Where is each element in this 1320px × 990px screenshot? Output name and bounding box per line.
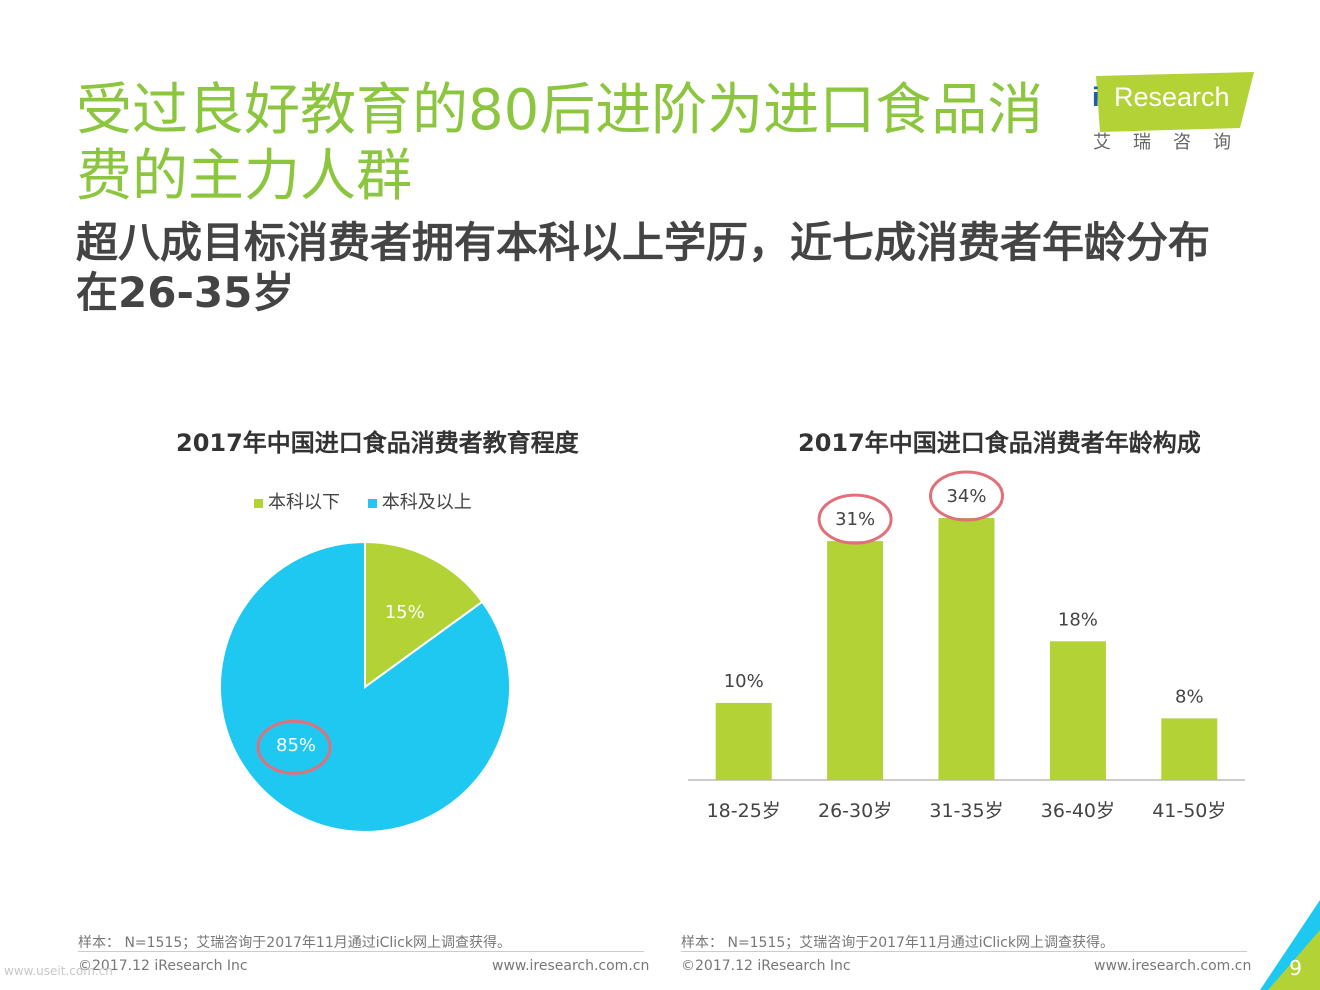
footer-divider-right	[681, 951, 1247, 952]
x-tick-label: 18-25岁	[707, 800, 781, 822]
legend-label: 本科以下	[268, 492, 340, 513]
pie-slice-label: 15%	[385, 602, 425, 623]
page-number: 9	[1289, 956, 1302, 980]
bar	[938, 518, 995, 780]
bar-value-label: 18%	[1058, 609, 1098, 630]
bar	[715, 702, 772, 780]
legend-item: 本科及以上	[367, 488, 472, 514]
highlight-circle	[817, 493, 893, 545]
legend-label: 本科及以上	[381, 492, 472, 513]
bar-value-label: 34%	[946, 486, 986, 507]
highlight-circle	[929, 470, 1004, 522]
x-tick-label: 41-50岁	[1152, 800, 1226, 822]
x-tick-label: 36-40岁	[1041, 800, 1115, 822]
footer-source-right: 样本： N=1515；艾瑞咨询于2017年11月通过iClick网上调查获得。	[681, 935, 1114, 951]
legend-item: 本科以下	[254, 488, 340, 514]
watermark: www.useit.com.cn	[4, 964, 113, 978]
bar	[1049, 641, 1106, 780]
iresearch-logo	[1096, 72, 1254, 132]
x-tick-label: 26-30岁	[818, 800, 892, 822]
footer-copyright-right: ©2017.12 iResearch Inc	[681, 958, 851, 974]
bar-chart-title: 2017年中国进口食品消费者年龄构成	[798, 429, 1201, 457]
page-subtitle: 超八成目标消费者拥有本科以上学历，近七成消费者年龄分布在26-35岁	[76, 218, 1211, 317]
pie-slice	[364, 540, 484, 689]
footer-url-right[interactable]: www.iresearch.com.cn	[1094, 958, 1252, 974]
pie-chart-title: 2017年中国进口食品消费者教育程度	[176, 429, 579, 457]
footer-copyright-left: ©2017.12 iResearch Inc	[78, 958, 248, 974]
legend-swatch-green	[254, 498, 263, 508]
x-tick-label: 31-35岁	[929, 800, 1003, 822]
bar-value-label: 10%	[724, 671, 764, 692]
footer-divider-left	[78, 951, 644, 952]
footer-url-left[interactable]: www.iresearch.com.cn	[492, 958, 650, 974]
logo-text: Research	[1114, 82, 1230, 112]
bar	[1161, 718, 1218, 780]
pie-legend: 本科以下 本科及以上	[254, 488, 494, 514]
pie-slice	[219, 540, 511, 833]
corner-decoration	[1260, 900, 1320, 990]
highlight-circle	[256, 719, 332, 775]
bar-value-label: 31%	[835, 509, 875, 530]
logo-subtitle: 艾瑞咨询	[1093, 132, 1253, 153]
pie-slice-label: 85%	[276, 735, 316, 756]
age-bar-chart: 10% 18-25岁 31% 26-30岁 34% 31-35岁 18% 36-40岁 8% 41…	[688, 470, 1245, 822]
logo-i: i	[1092, 82, 1100, 112]
page-title: 受过良好教育的80后进阶为进口食品消费的主力人群	[76, 78, 1044, 209]
bar-value-label: 8%	[1175, 686, 1204, 707]
education-pie-chart: 15% 85%	[219, 540, 511, 833]
legend-swatch-blue	[367, 498, 377, 508]
bar	[827, 541, 884, 780]
footer-source-left: 样本： N=1515；艾瑞咨询于2017年11月通过iClick网上调查获得。	[78, 935, 511, 951]
